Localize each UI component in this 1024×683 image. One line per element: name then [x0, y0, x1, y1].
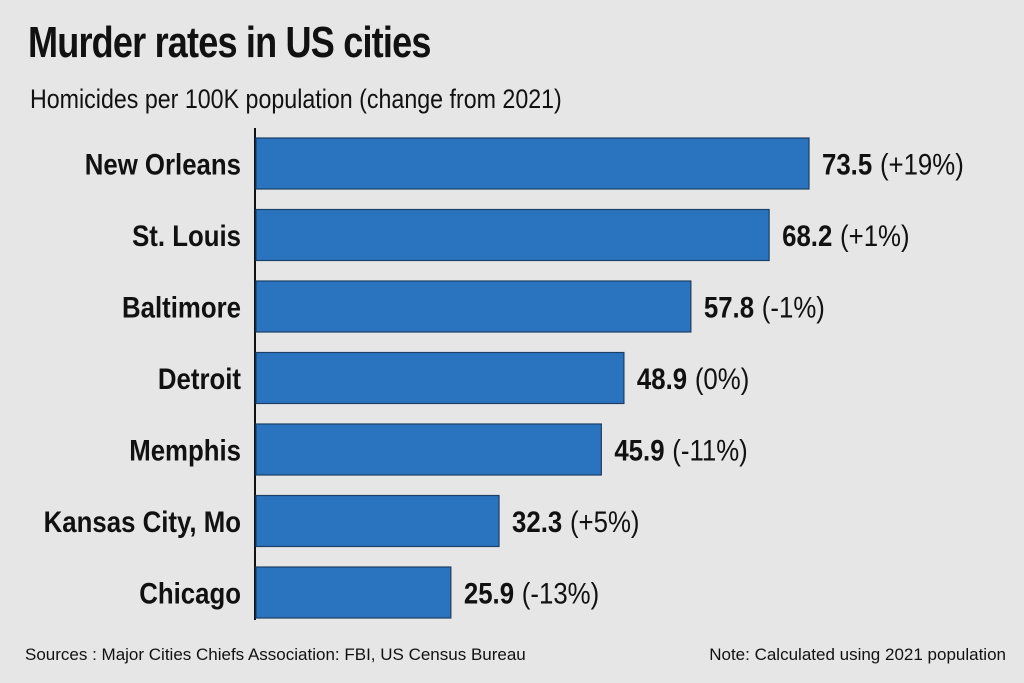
- value-number: 48.9: [637, 362, 687, 395]
- category-label: Chicago: [139, 577, 241, 610]
- category-label: Detroit: [158, 362, 241, 395]
- value-label: 48.9 (0%): [637, 362, 749, 395]
- chart-title: Murder rates in US cities: [28, 18, 431, 67]
- value-number: 32.3: [512, 505, 562, 538]
- value-label: 32.3 (+5%): [512, 505, 639, 538]
- category-label: Baltimore: [122, 291, 241, 324]
- category-label: New Orleans: [85, 148, 241, 181]
- bar: [255, 208, 770, 262]
- bar: [255, 494, 500, 548]
- value-change: (-13%): [522, 577, 599, 610]
- value-label: 25.9 (-13%): [464, 577, 599, 610]
- chart-subtitle: Homicides per 100K population (change fr…: [30, 84, 562, 114]
- value-change: (+5%): [570, 505, 640, 538]
- value-change: (+1%): [840, 219, 910, 252]
- value-change: (+19%): [880, 148, 964, 181]
- calculation-note: Note: Calculated using 2021 population: [709, 645, 1006, 664]
- value-label: 68.2 (+1%): [782, 219, 909, 252]
- bar: [255, 280, 692, 333]
- value-change: (0%): [695, 362, 749, 395]
- value-label: 57.8 (-1%): [704, 291, 825, 324]
- bar: [255, 423, 602, 476]
- category-label: St. Louis: [132, 219, 241, 252]
- bar: [255, 137, 810, 190]
- value-label: 73.5 (+19%): [822, 148, 964, 181]
- bar: [255, 566, 452, 619]
- category-label: Kansas City, Mo: [44, 505, 241, 538]
- bar: [255, 351, 625, 405]
- category-label: Memphis: [129, 434, 241, 467]
- value-change: (-1%): [762, 291, 825, 324]
- value-number: 45.9: [614, 434, 664, 467]
- value-label: 45.9 (-11%): [614, 434, 747, 467]
- value-number: 73.5: [822, 148, 872, 181]
- value-change: (-11%): [672, 434, 747, 467]
- value-number: 25.9: [464, 577, 514, 610]
- value-number: 68.2: [782, 219, 832, 252]
- sources-note: Sources : Major Cities Chiefs Associatio…: [25, 645, 526, 664]
- value-number: 57.8: [704, 291, 754, 324]
